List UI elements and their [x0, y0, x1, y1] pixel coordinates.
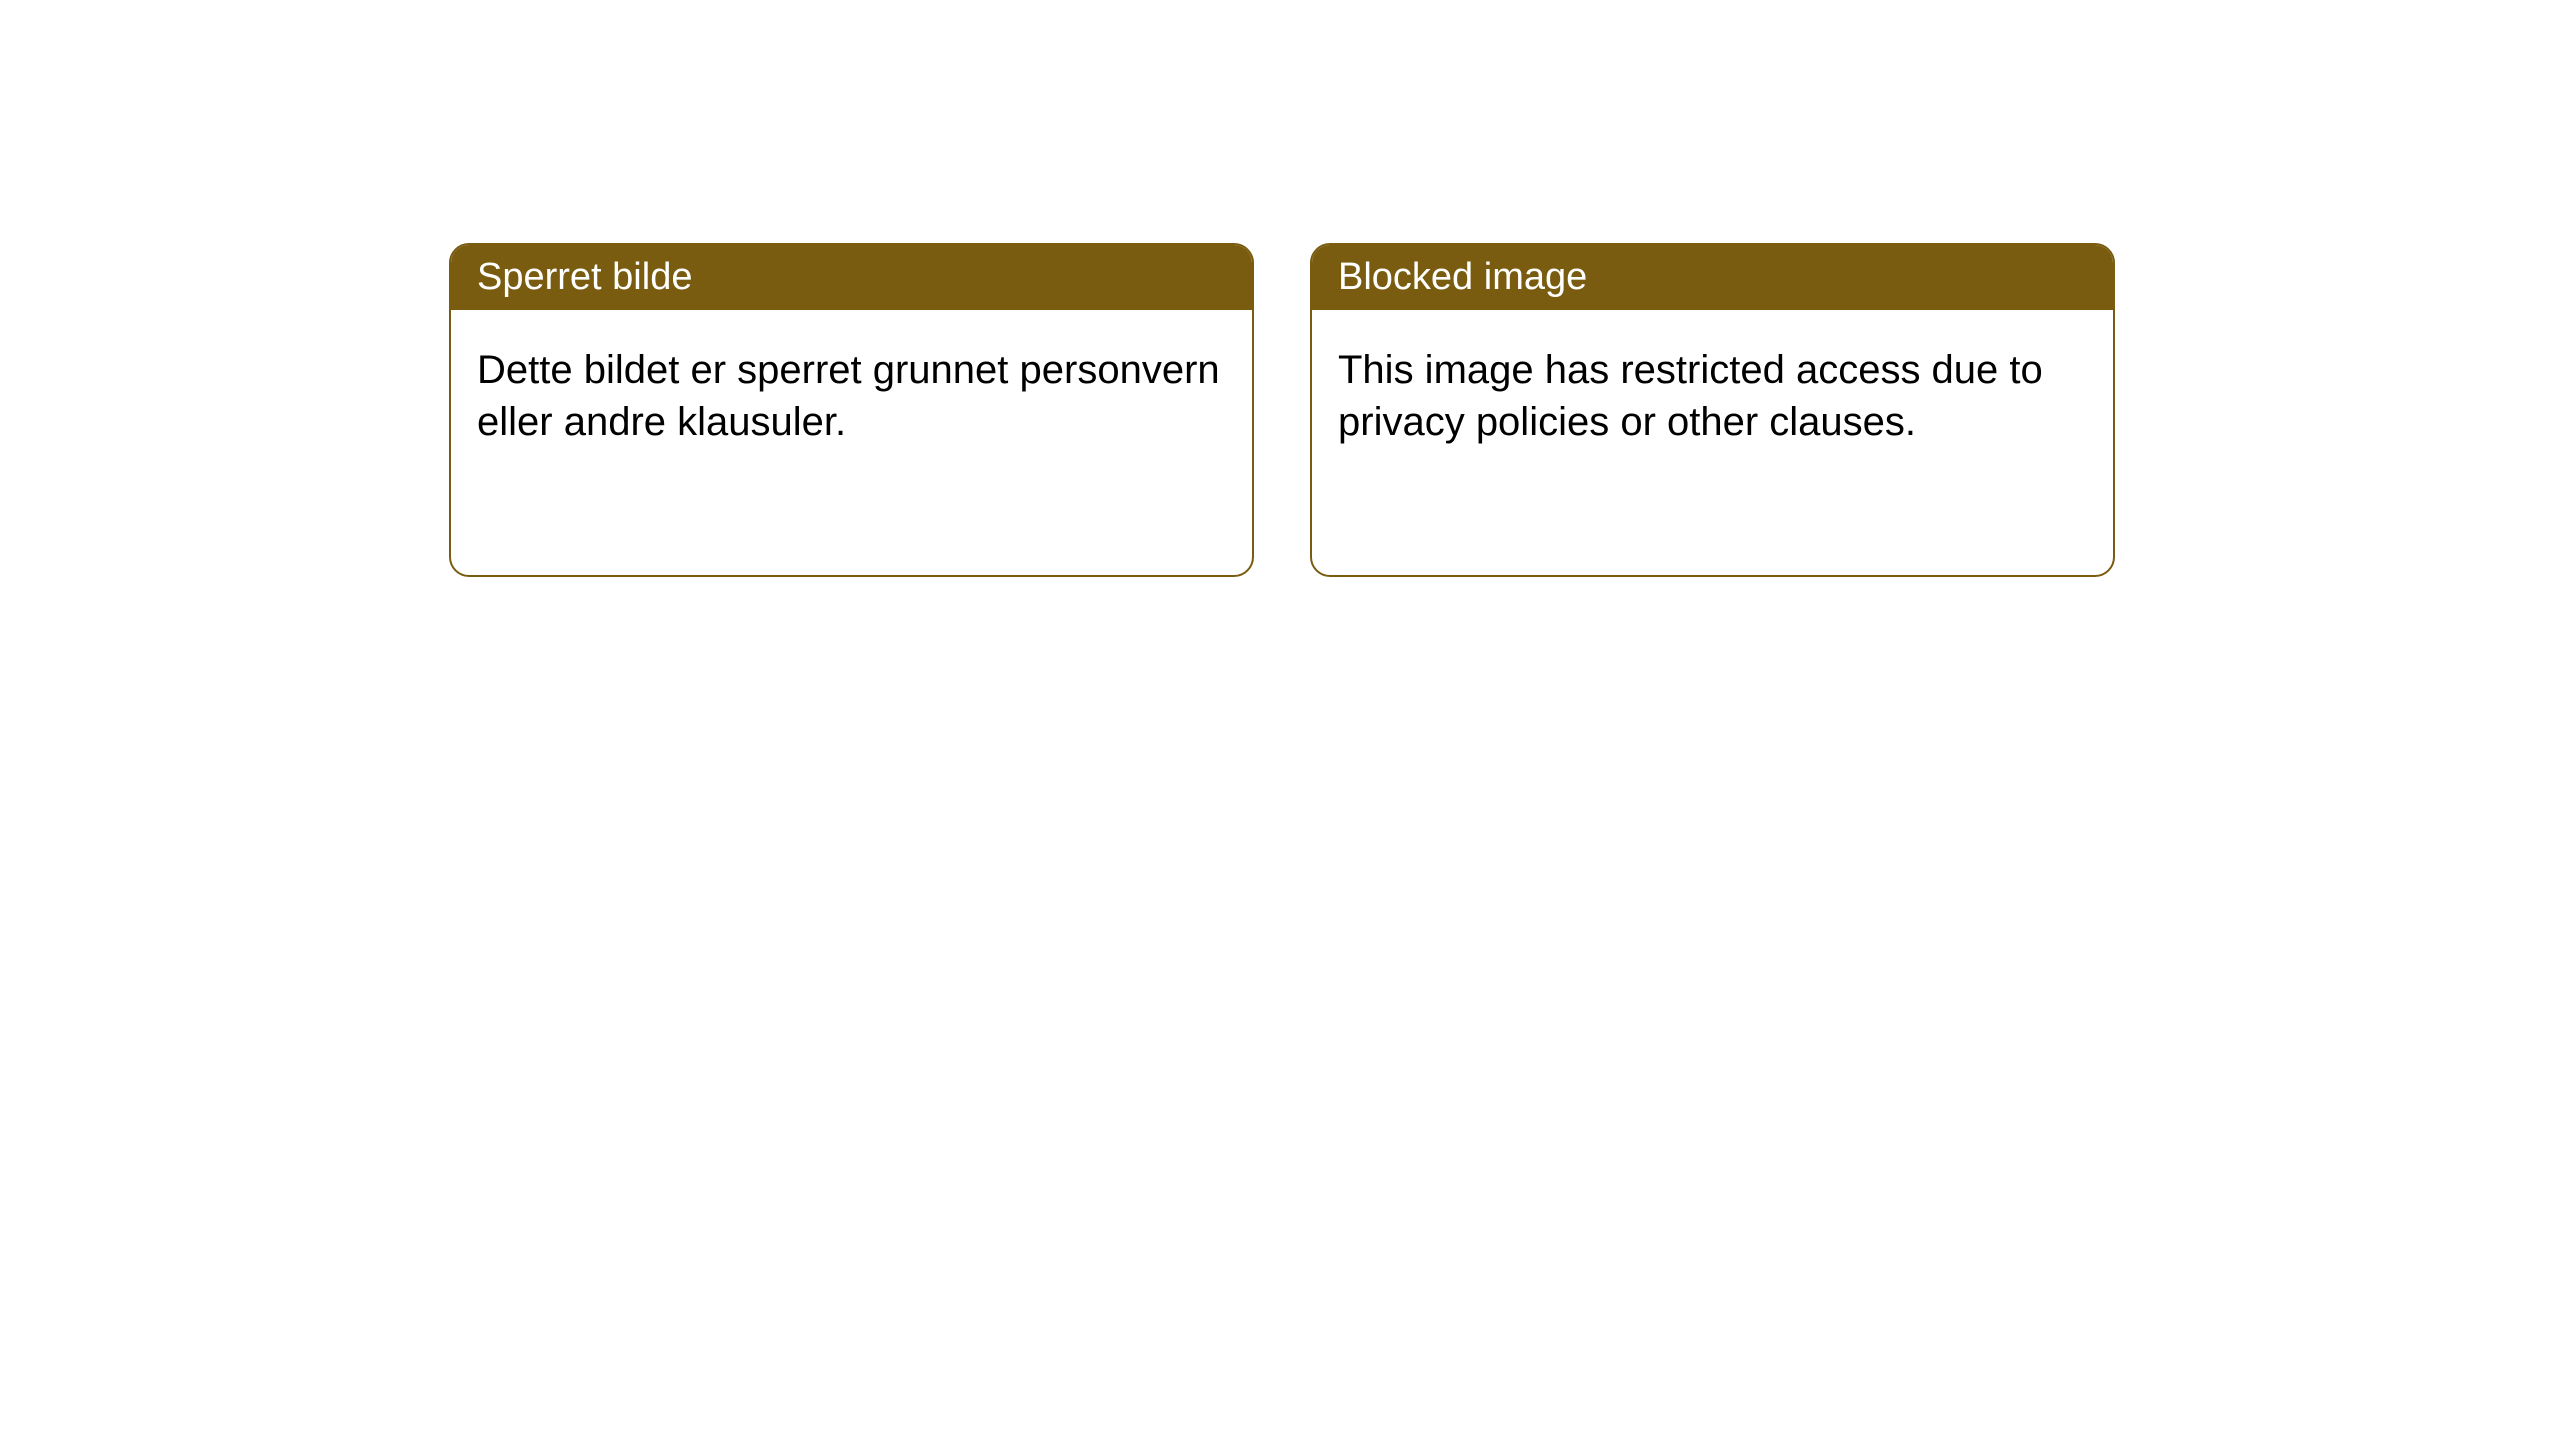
notice-text: Dette bildet er sperret grunnet personve…: [477, 348, 1220, 444]
notice-body-norwegian: Dette bildet er sperret grunnet personve…: [451, 310, 1252, 482]
notice-title: Blocked image: [1338, 256, 1587, 298]
notice-title: Sperret bilde: [477, 256, 692, 298]
notice-header-english: Blocked image: [1312, 245, 2113, 310]
notice-text: This image has restricted access due to …: [1338, 348, 2043, 444]
notice-header-norwegian: Sperret bilde: [451, 245, 1252, 310]
notice-card-norwegian: Sperret bilde Dette bildet er sperret gr…: [449, 243, 1254, 577]
notice-body-english: This image has restricted access due to …: [1312, 310, 2113, 482]
notice-container: Sperret bilde Dette bildet er sperret gr…: [0, 0, 2560, 577]
notice-card-english: Blocked image This image has restricted …: [1310, 243, 2115, 577]
